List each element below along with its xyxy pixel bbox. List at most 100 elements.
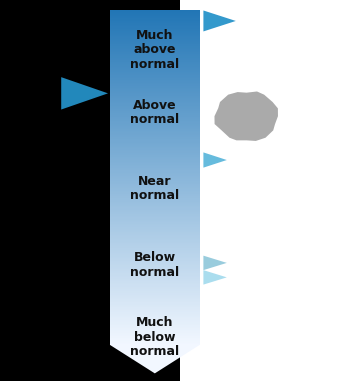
Polygon shape bbox=[110, 31, 200, 32]
Polygon shape bbox=[110, 290, 200, 291]
Polygon shape bbox=[110, 117, 200, 118]
Polygon shape bbox=[110, 334, 200, 335]
Polygon shape bbox=[110, 38, 200, 40]
Polygon shape bbox=[110, 121, 200, 122]
Polygon shape bbox=[110, 100, 200, 101]
Polygon shape bbox=[110, 15, 200, 16]
Polygon shape bbox=[110, 229, 200, 230]
Polygon shape bbox=[110, 266, 200, 267]
Polygon shape bbox=[110, 68, 200, 69]
Polygon shape bbox=[110, 187, 200, 188]
Polygon shape bbox=[110, 184, 200, 185]
Polygon shape bbox=[110, 139, 200, 140]
Polygon shape bbox=[110, 192, 200, 193]
Polygon shape bbox=[110, 244, 200, 245]
Polygon shape bbox=[110, 176, 200, 177]
Polygon shape bbox=[110, 339, 200, 340]
Polygon shape bbox=[110, 155, 200, 156]
Polygon shape bbox=[110, 315, 200, 316]
Polygon shape bbox=[110, 72, 200, 73]
Polygon shape bbox=[110, 55, 200, 56]
Polygon shape bbox=[110, 327, 200, 328]
Polygon shape bbox=[110, 93, 200, 94]
Polygon shape bbox=[110, 341, 200, 343]
Polygon shape bbox=[110, 318, 200, 319]
Polygon shape bbox=[110, 214, 200, 215]
Polygon shape bbox=[110, 128, 200, 129]
Polygon shape bbox=[110, 27, 200, 29]
Polygon shape bbox=[110, 189, 200, 190]
Polygon shape bbox=[110, 247, 200, 248]
Polygon shape bbox=[110, 25, 200, 26]
Polygon shape bbox=[110, 237, 200, 239]
Polygon shape bbox=[110, 179, 200, 181]
Polygon shape bbox=[110, 142, 200, 144]
Polygon shape bbox=[110, 205, 200, 206]
Polygon shape bbox=[110, 118, 200, 119]
Polygon shape bbox=[110, 106, 200, 107]
Polygon shape bbox=[110, 190, 200, 192]
Polygon shape bbox=[110, 268, 200, 269]
Polygon shape bbox=[110, 186, 200, 187]
Polygon shape bbox=[110, 196, 200, 197]
Polygon shape bbox=[110, 232, 200, 233]
Polygon shape bbox=[110, 310, 200, 311]
Polygon shape bbox=[110, 160, 200, 162]
Polygon shape bbox=[110, 64, 200, 66]
Polygon shape bbox=[110, 69, 200, 70]
Polygon shape bbox=[110, 256, 200, 258]
Polygon shape bbox=[110, 30, 200, 31]
Polygon shape bbox=[110, 251, 200, 252]
Polygon shape bbox=[110, 281, 200, 282]
Polygon shape bbox=[110, 156, 200, 157]
Polygon shape bbox=[110, 240, 200, 241]
Polygon shape bbox=[110, 62, 200, 63]
Polygon shape bbox=[110, 255, 200, 256]
Polygon shape bbox=[110, 260, 200, 261]
Polygon shape bbox=[110, 295, 200, 296]
Polygon shape bbox=[110, 91, 200, 92]
Polygon shape bbox=[110, 19, 200, 21]
Text: Below
normal: Below normal bbox=[130, 251, 179, 279]
Polygon shape bbox=[110, 154, 200, 155]
Polygon shape bbox=[110, 148, 200, 149]
Polygon shape bbox=[110, 221, 200, 222]
Polygon shape bbox=[110, 234, 200, 235]
Polygon shape bbox=[110, 23, 200, 24]
Polygon shape bbox=[110, 211, 200, 212]
Polygon shape bbox=[110, 80, 200, 81]
Polygon shape bbox=[110, 208, 200, 210]
Polygon shape bbox=[110, 21, 200, 22]
Polygon shape bbox=[110, 42, 200, 43]
Polygon shape bbox=[110, 149, 200, 150]
Polygon shape bbox=[110, 269, 200, 270]
Polygon shape bbox=[110, 233, 200, 234]
Polygon shape bbox=[110, 114, 200, 115]
Polygon shape bbox=[110, 129, 200, 130]
Polygon shape bbox=[110, 212, 200, 213]
Polygon shape bbox=[110, 46, 200, 48]
Polygon shape bbox=[110, 261, 200, 262]
Polygon shape bbox=[110, 303, 200, 304]
Polygon shape bbox=[110, 207, 200, 208]
Polygon shape bbox=[110, 166, 200, 167]
Polygon shape bbox=[110, 319, 200, 320]
Polygon shape bbox=[110, 223, 200, 224]
Polygon shape bbox=[110, 286, 200, 287]
Polygon shape bbox=[110, 225, 200, 226]
Polygon shape bbox=[110, 162, 200, 163]
Polygon shape bbox=[110, 188, 200, 189]
Polygon shape bbox=[110, 210, 200, 211]
Polygon shape bbox=[110, 16, 200, 18]
Polygon shape bbox=[203, 270, 227, 285]
Polygon shape bbox=[110, 270, 200, 271]
Polygon shape bbox=[110, 36, 200, 37]
Polygon shape bbox=[110, 37, 200, 38]
Text: Much
below
normal: Much below normal bbox=[130, 316, 179, 358]
Polygon shape bbox=[110, 99, 200, 100]
Polygon shape bbox=[110, 230, 200, 231]
Polygon shape bbox=[110, 159, 200, 160]
Polygon shape bbox=[110, 40, 200, 41]
Polygon shape bbox=[110, 185, 200, 186]
Polygon shape bbox=[110, 218, 200, 219]
